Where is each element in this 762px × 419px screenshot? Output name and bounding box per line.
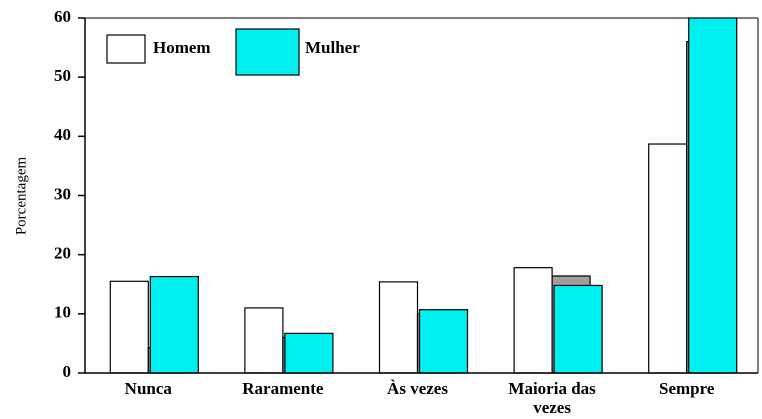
y-tick-label: 10	[54, 303, 71, 322]
y-tick-label: 0	[63, 362, 72, 381]
bar	[109, 280, 149, 374]
legend-swatch	[106, 34, 146, 64]
y-tick-label: 60	[54, 7, 71, 26]
x-tick-label-box: Nunca	[124, 379, 172, 398]
y-tick-label: 50	[54, 66, 71, 85]
y-tick-label: 40	[54, 125, 71, 144]
legend-swatch	[235, 28, 300, 76]
legend-label: Homem	[153, 38, 211, 57]
y-axis-label: Porcentagem	[13, 157, 29, 236]
bar	[284, 332, 334, 374]
x-tick-label: Às vezes	[387, 379, 448, 398]
x-tick-label: Maioria das vezes	[508, 379, 596, 417]
bar	[378, 281, 419, 374]
bar	[688, 17, 738, 374]
legend-label: Mulher	[305, 38, 360, 57]
x-tick-label-box: Sempre	[658, 379, 715, 398]
bar	[149, 275, 199, 374]
bar	[418, 309, 469, 374]
y-tick-label: 20	[54, 244, 71, 263]
bar	[648, 143, 688, 374]
x-tick-label: Raramente	[242, 379, 324, 398]
x-tick-label-box: Às vezes	[387, 379, 448, 398]
x-tick-label: Nunca	[124, 379, 172, 398]
bar	[553, 284, 603, 374]
bar	[513, 267, 553, 374]
x-tick-label-box: Raramente	[242, 379, 324, 398]
bar	[244, 307, 284, 374]
x-tick-label-box: Maioria das vezes	[508, 379, 596, 417]
x-tick-label: Sempre	[658, 379, 715, 398]
y-tick-label: 30	[54, 184, 71, 203]
